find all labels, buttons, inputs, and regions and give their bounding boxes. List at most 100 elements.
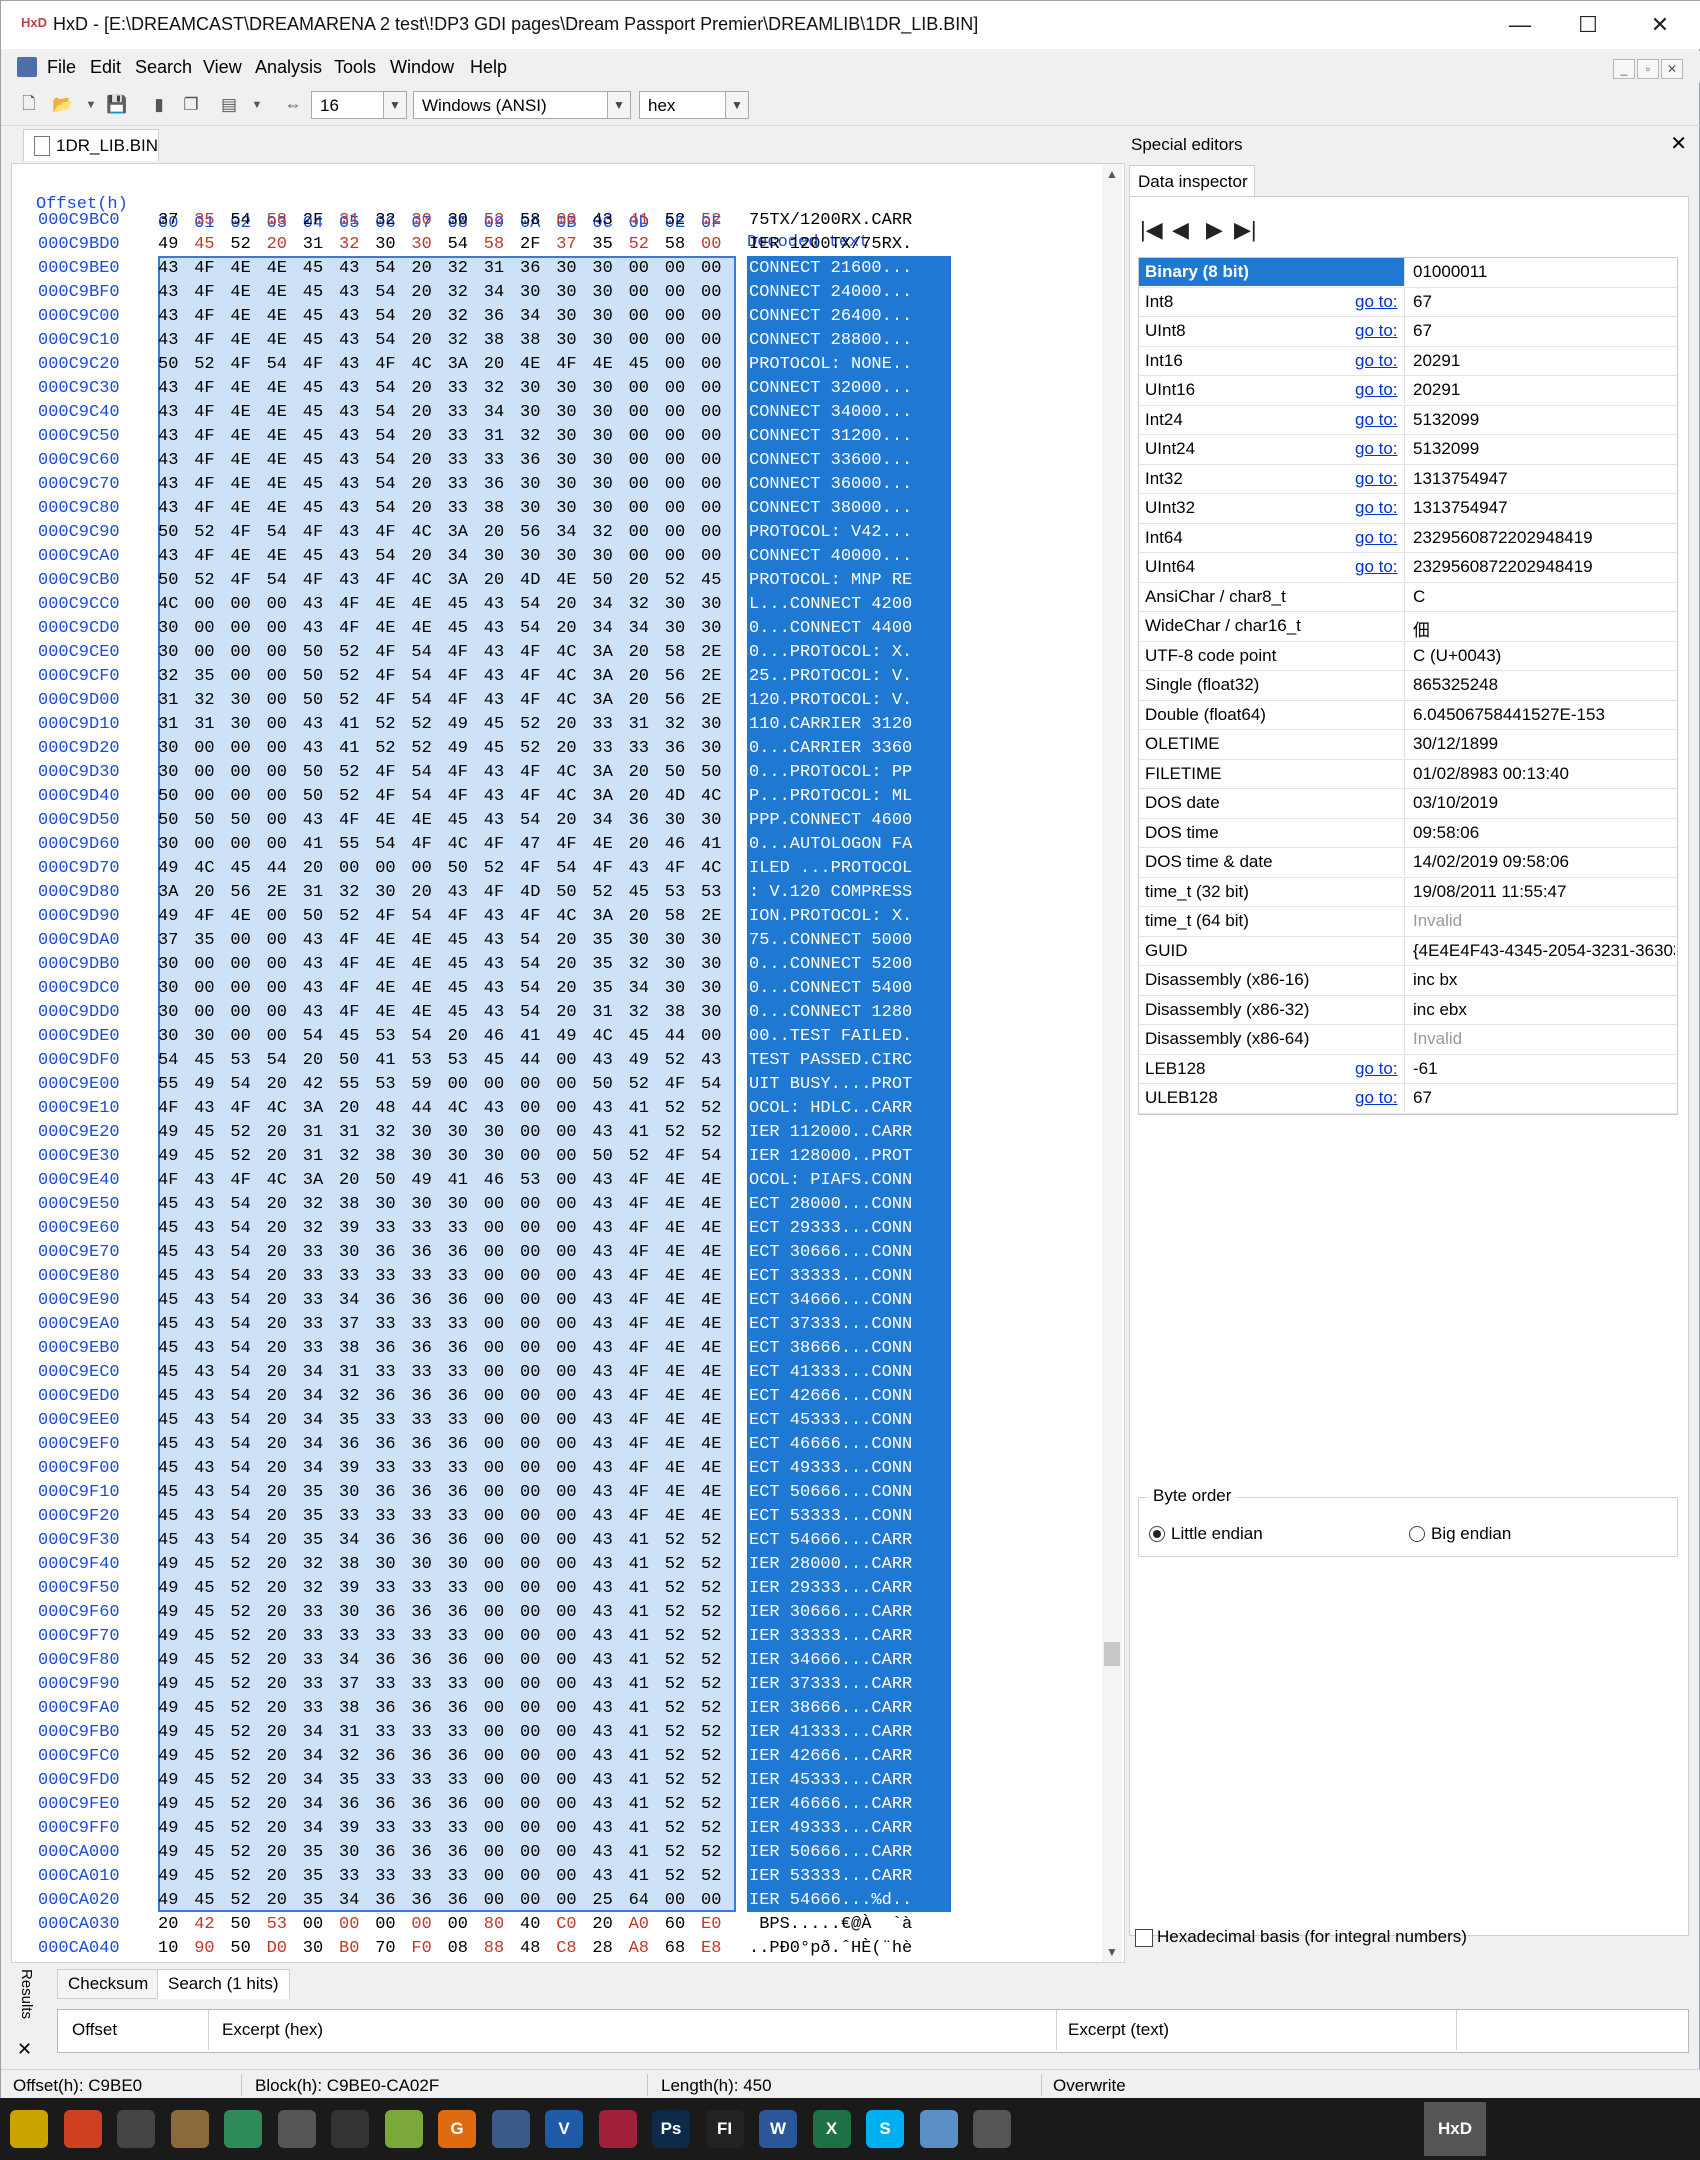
- hex-byte[interactable]: 31: [158, 715, 179, 734]
- hex-byte[interactable]: 43: [592, 1627, 613, 1646]
- hex-byte[interactable]: 30: [592, 475, 613, 494]
- hex-byte[interactable]: 00: [701, 403, 722, 422]
- hex-byte[interactable]: 00: [339, 859, 360, 878]
- hex-byte[interactable]: 33: [447, 1363, 468, 1382]
- hex-byte[interactable]: 20: [266, 1531, 287, 1550]
- hex-byte[interactable]: 20: [556, 811, 577, 830]
- hex-byte[interactable]: 45: [194, 1771, 215, 1790]
- hex-byte[interactable]: 4F: [158, 1099, 179, 1118]
- hex-byte[interactable]: 45: [194, 1747, 215, 1766]
- hex-byte[interactable]: 4F: [628, 1411, 649, 1430]
- hex-byte[interactable]: 45: [158, 1219, 179, 1238]
- hex-byte[interactable]: 00: [556, 1051, 577, 1070]
- hex-byte[interactable]: 43: [483, 787, 505, 806]
- hex-byte[interactable]: 33: [375, 1675, 396, 1694]
- hex-byte[interactable]: 33: [375, 1507, 396, 1526]
- hex-byte[interactable]: 4D: [520, 571, 541, 590]
- hex-byte[interactable]: 4F: [302, 571, 324, 590]
- word-icon[interactable]: W: [759, 2110, 797, 2148]
- hex-byte[interactable]: A0: [628, 1915, 649, 1934]
- hxd-icon[interactable]: HxD: [1424, 2102, 1486, 2156]
- hex-byte[interactable]: 36: [520, 259, 541, 278]
- hex-byte[interactable]: 00: [556, 1675, 577, 1694]
- hex-byte[interactable]: 20: [411, 547, 432, 566]
- hex-byte[interactable]: 34: [483, 403, 505, 422]
- decoded-text[interactable]: BPS.....€@À `à: [749, 1915, 913, 1934]
- hex-byte[interactable]: 4F: [375, 691, 396, 710]
- hex-byte[interactable]: 38: [483, 331, 505, 350]
- decoded-text[interactable]: IER 29333...CARR: [749, 1579, 913, 1598]
- hex-byte[interactable]: 45: [194, 1051, 215, 1070]
- hex-byte[interactable]: 4C: [447, 835, 468, 854]
- hex-byte[interactable]: 52: [230, 1555, 251, 1574]
- hex-byte[interactable]: 43: [302, 979, 324, 998]
- decoded-text[interactable]: CONNECT 32000...: [749, 379, 913, 398]
- hex-byte[interactable]: 4E: [411, 811, 432, 830]
- hex-byte[interactable]: 35: [302, 1867, 324, 1886]
- hex-byte[interactable]: 36: [375, 1291, 396, 1310]
- hex-byte[interactable]: 36: [447, 1603, 468, 1622]
- hex-byte[interactable]: 30: [158, 1003, 179, 1022]
- hex-byte[interactable]: 60: [664, 1915, 686, 1934]
- hex-byte[interactable]: 30: [411, 1147, 432, 1166]
- hex-byte[interactable]: F0: [411, 1939, 432, 1958]
- hex-byte[interactable]: 00: [556, 1531, 577, 1550]
- hex-byte[interactable]: 4F: [375, 667, 396, 686]
- hex-byte[interactable]: 33: [411, 1363, 432, 1382]
- hex-byte[interactable]: 00: [520, 1819, 541, 1838]
- hex-byte[interactable]: 50: [158, 787, 179, 806]
- hex-byte[interactable]: 36: [375, 1651, 396, 1670]
- hex-byte[interactable]: 32: [339, 1147, 360, 1166]
- decoded-text[interactable]: 00..TEST FAILED.: [749, 1027, 913, 1046]
- menu-view[interactable]: View: [203, 57, 242, 77]
- hex-row[interactable]: 000C9C20 50 52 4F 54 4F 43 4F 4C 3A 20 4E…: [12, 352, 1102, 376]
- hex-byte[interactable]: 00: [483, 1483, 505, 1502]
- hex-byte[interactable]: 20: [411, 331, 432, 350]
- hex-byte[interactable]: 36: [411, 1339, 432, 1358]
- inspector-value[interactable]: {4E4E4F43-4345-2054-3231-36303: [1413, 940, 1675, 960]
- hex-row[interactable]: 000C9E10 4F 43 4F 4C 3A 20 48 44 4C 43 00…: [12, 1096, 1102, 1120]
- hex-byte[interactable]: 40: [520, 1915, 541, 1934]
- hex-row[interactable]: 000C9D50 50 50 50 00 43 4F 4E 4E 45 43 54…: [12, 808, 1102, 832]
- hex-byte[interactable]: 4F: [483, 883, 505, 902]
- hex-byte[interactable]: 20: [266, 1603, 287, 1622]
- hex-byte[interactable]: 30: [158, 1027, 179, 1046]
- hex-byte[interactable]: 32: [339, 235, 360, 254]
- hex-byte[interactable]: 45: [158, 1291, 179, 1310]
- hex-byte[interactable]: 4C: [556, 643, 577, 662]
- hex-byte[interactable]: 00: [520, 1579, 541, 1598]
- hex-byte[interactable]: 4F: [447, 691, 468, 710]
- hex-byte[interactable]: 00: [556, 1435, 577, 1454]
- hex-byte[interactable]: 4F: [339, 1003, 360, 1022]
- hex-byte[interactable]: 52: [194, 355, 215, 374]
- hex-byte[interactable]: 43: [158, 547, 179, 566]
- hex-byte[interactable]: 4F: [628, 1267, 649, 1286]
- inspector-row[interactable]: GUID {4E4E4F43-4345-2054-3231-36303: [1139, 936, 1677, 966]
- hex-byte[interactable]: 4E: [375, 955, 396, 974]
- hex-byte[interactable]: 33: [302, 1603, 324, 1622]
- hex-byte[interactable]: 00: [520, 1219, 541, 1238]
- hex-byte[interactable]: 45: [158, 1483, 179, 1502]
- hex-byte[interactable]: 00: [628, 403, 649, 422]
- hex-byte[interactable]: 43: [158, 379, 179, 398]
- hex-byte[interactable]: 4E: [266, 331, 287, 350]
- menu-search[interactable]: Search: [135, 57, 193, 77]
- hex-byte[interactable]: 4F: [230, 1171, 251, 1190]
- hex-row[interactable]: 000C9D10 31 31 30 00 43 41 52 52 49 45 52…: [12, 712, 1102, 736]
- hex-byte[interactable]: 45: [194, 1867, 215, 1886]
- hex-byte[interactable]: 43: [592, 1675, 613, 1694]
- inspector-row[interactable]: UInt24 go to: 5132099: [1139, 435, 1677, 465]
- hex-byte[interactable]: 4F: [339, 619, 360, 638]
- hex-byte[interactable]: 28: [592, 1939, 613, 1958]
- hex-byte[interactable]: 43: [592, 211, 613, 230]
- hex-byte[interactable]: 20: [339, 1171, 360, 1190]
- hex-byte[interactable]: 00: [556, 1747, 577, 1766]
- hex-byte[interactable]: 30: [592, 451, 613, 470]
- hex-byte[interactable]: 45: [447, 979, 468, 998]
- hex-byte[interactable]: 00: [520, 1195, 541, 1214]
- offset-base-select[interactable]: hex ▼: [639, 91, 749, 119]
- hex-byte[interactable]: 49: [158, 859, 179, 878]
- hex-byte[interactable]: 32: [592, 523, 613, 542]
- app-8-icon[interactable]: [384, 2110, 423, 2148]
- hex-byte[interactable]: 45: [194, 1603, 215, 1622]
